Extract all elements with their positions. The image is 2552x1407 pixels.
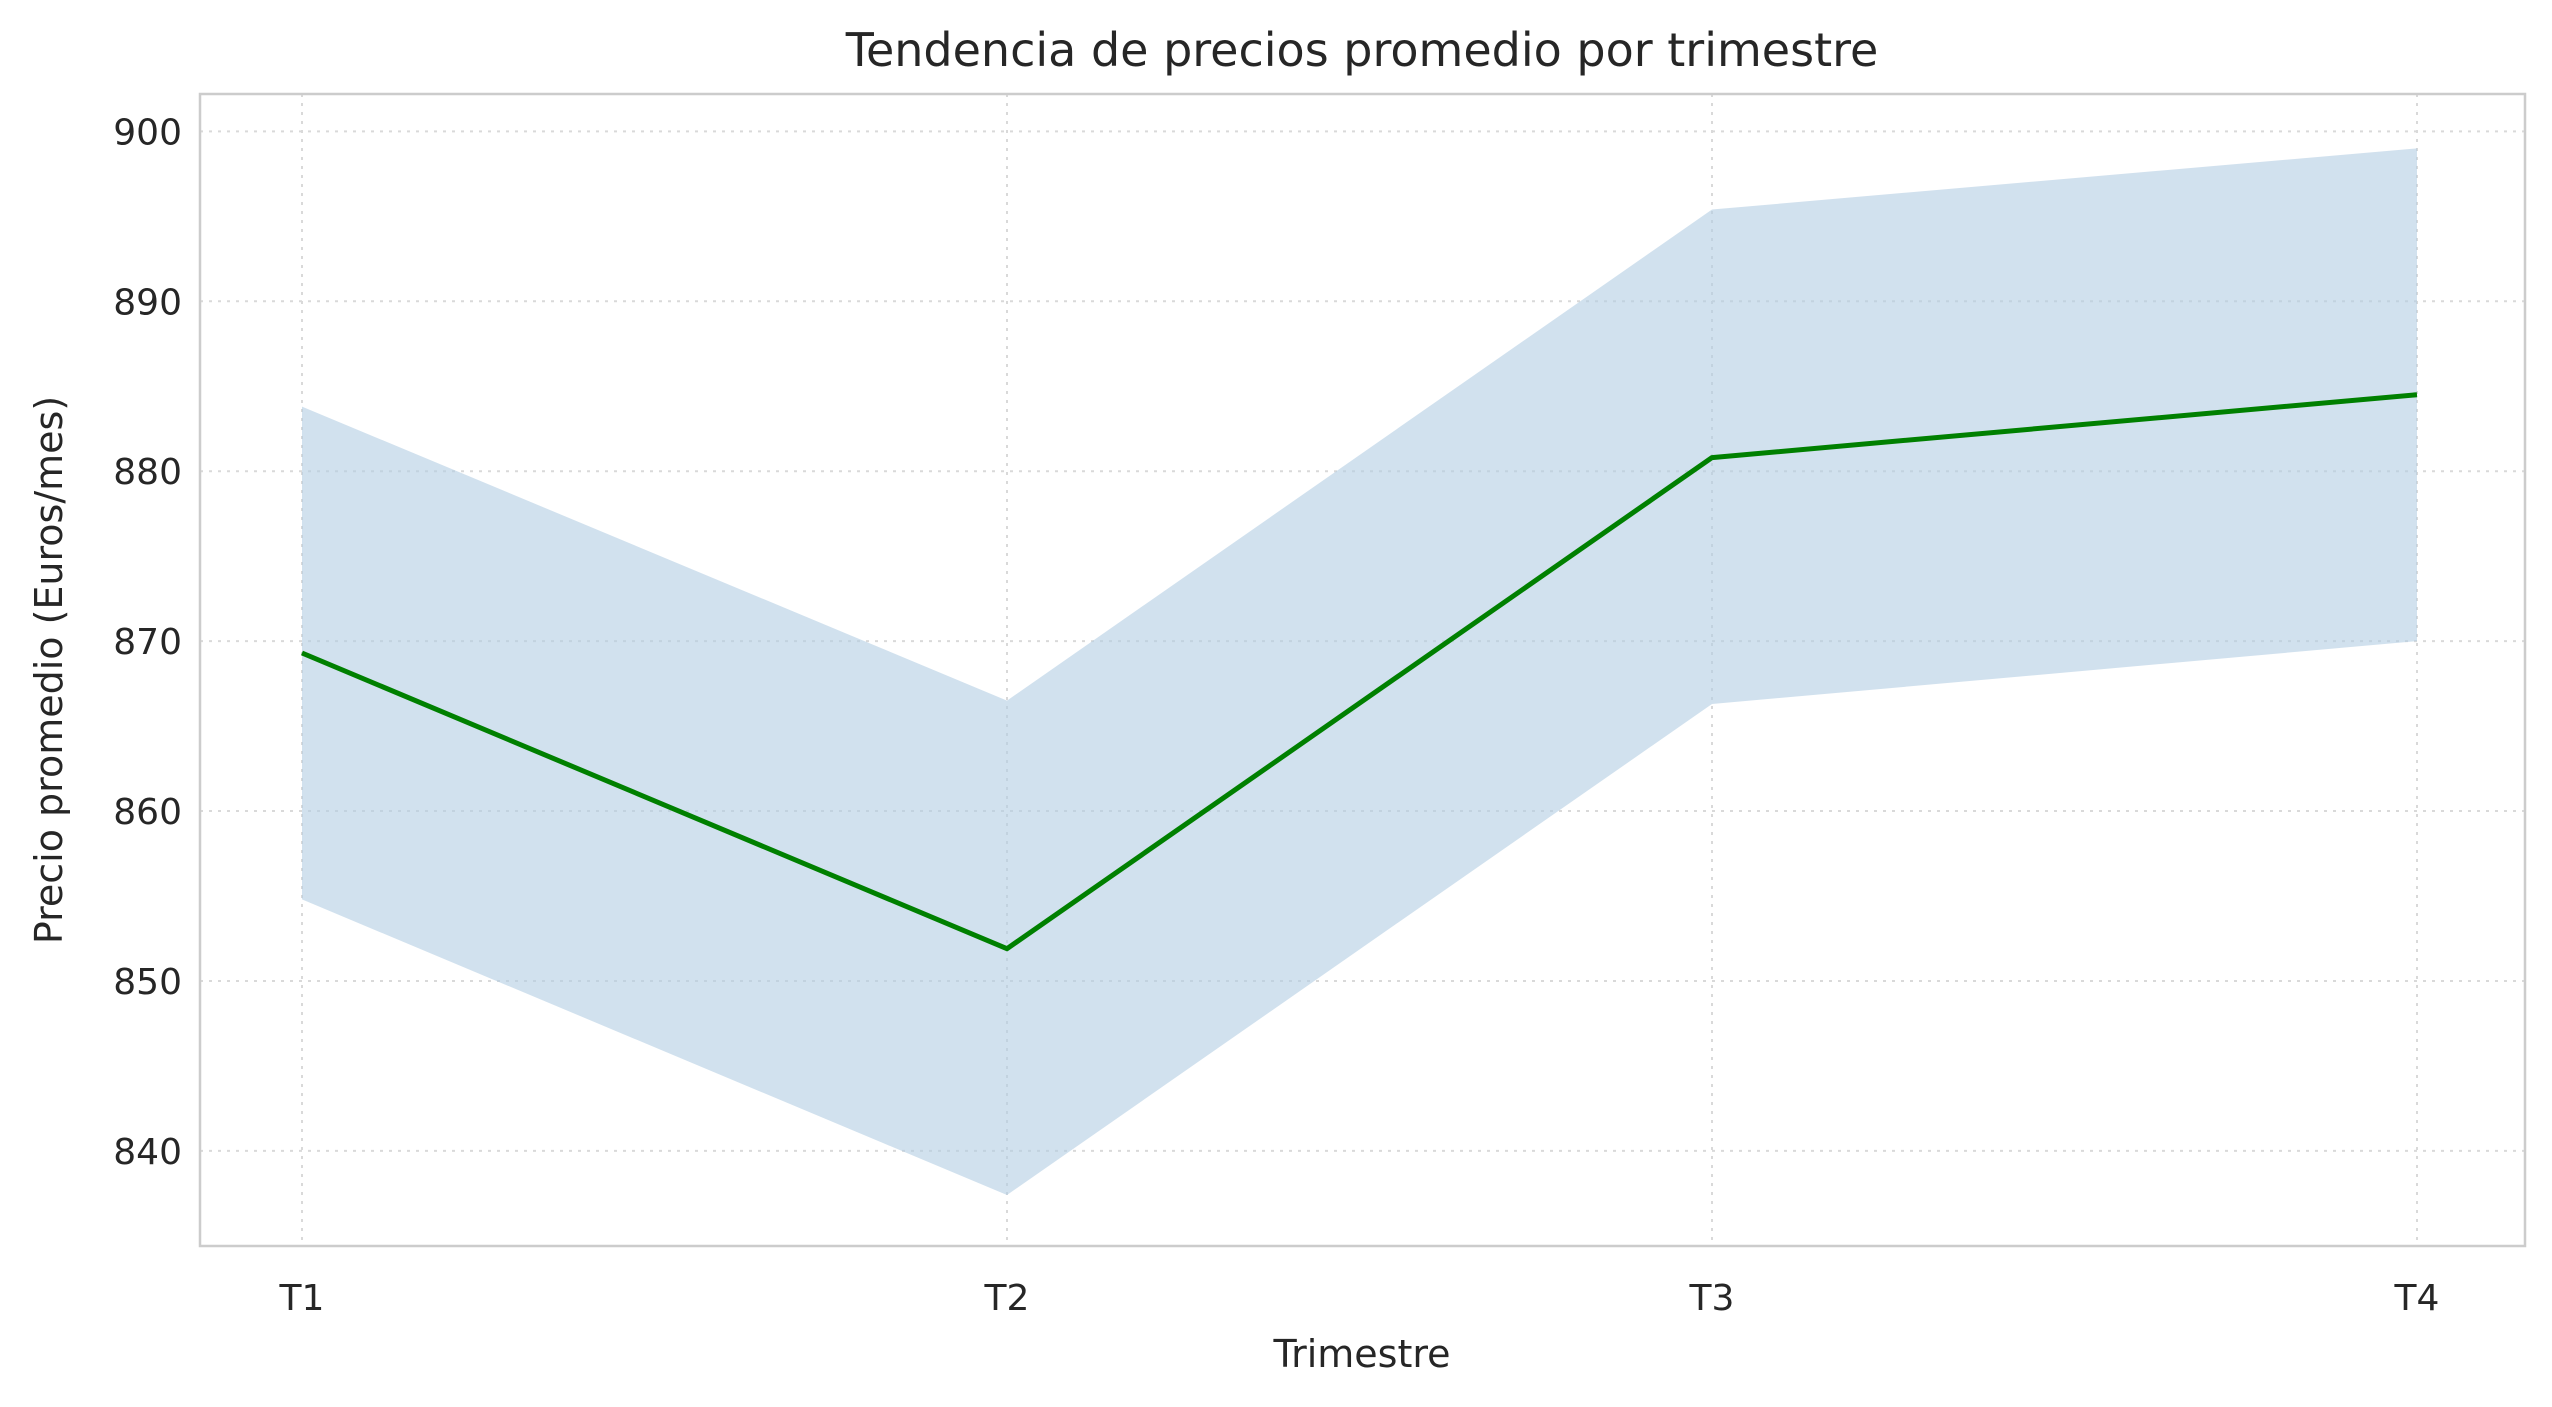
y-axis-label: Precio promedio (Euros/mes) <box>27 396 71 944</box>
y-tick-label: 840 <box>113 1132 182 1173</box>
x-tick-label: T1 <box>279 1278 325 1319</box>
y-tick-labels: 840 850 860 870 880 890 900 <box>113 112 182 1172</box>
x-axis-label: Trimestre <box>1272 1332 1450 1376</box>
y-tick-label: 890 <box>113 282 182 323</box>
y-tick-label: 850 <box>113 962 182 1003</box>
plot-frame <box>198 92 2527 1248</box>
chart-title: Tendencia de precios promedio por trimes… <box>845 23 1879 77</box>
y-tick-label: 870 <box>113 622 182 663</box>
y-tick-label: 860 <box>113 792 182 833</box>
y-tick-label: 900 <box>113 112 182 153</box>
x-tick-label: T4 <box>2394 1278 2440 1319</box>
x-tick-label: T2 <box>984 1278 1030 1319</box>
confidence-band <box>302 148 2417 1195</box>
y-tick-label: 880 <box>113 452 182 493</box>
x-tick-label: T3 <box>1689 1278 1735 1319</box>
x-tick-labels: T1 T2 T3 T4 <box>279 1278 2440 1319</box>
series-line <box>301 392 2418 952</box>
